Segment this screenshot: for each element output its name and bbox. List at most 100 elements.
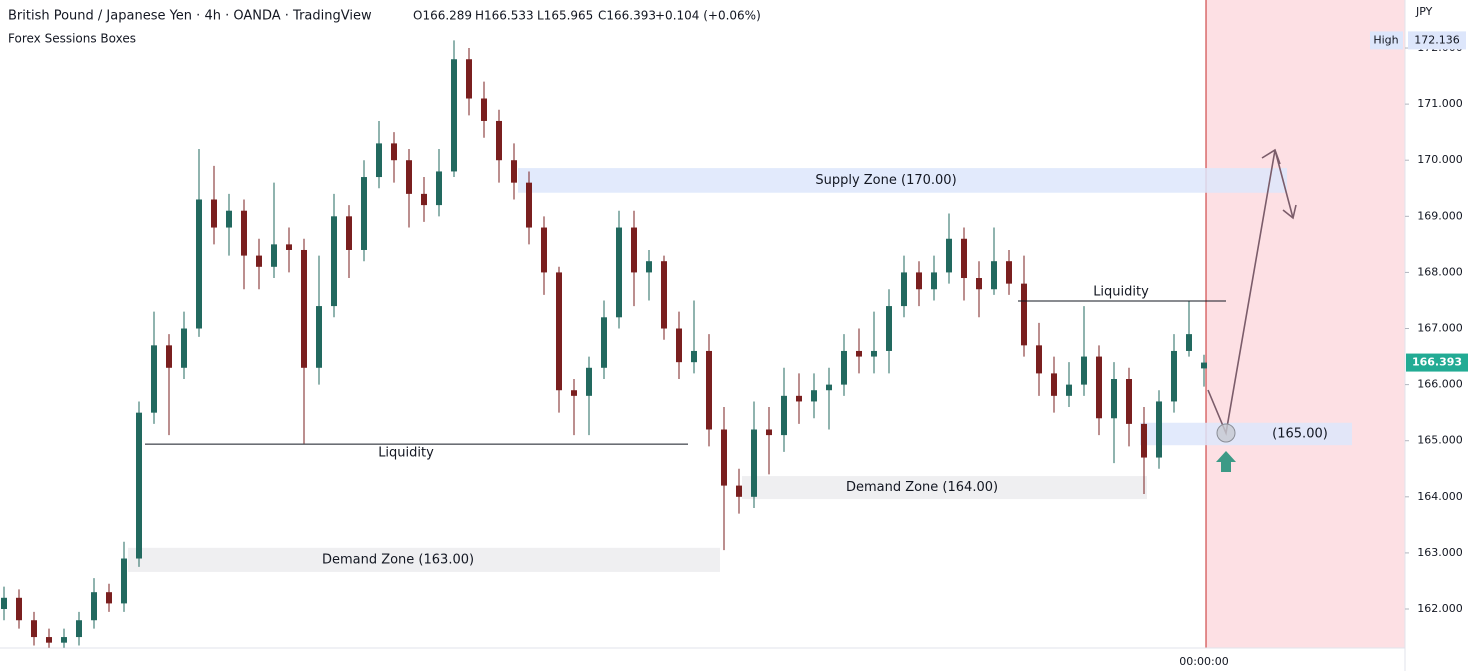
candle-body <box>1051 373 1057 396</box>
candle-body <box>976 278 982 290</box>
candle-body <box>586 367 592 396</box>
candle-body <box>631 227 637 273</box>
candle-body <box>916 272 922 290</box>
candle-body <box>1096 356 1102 419</box>
candle-body <box>181 328 187 368</box>
candle-body <box>511 160 517 183</box>
candle-body <box>1 597 7 610</box>
liquidity-label: Liquidity <box>1093 285 1149 300</box>
low-value: L165.965 <box>537 9 593 23</box>
candle-body <box>1006 261 1012 284</box>
high-tag-bg <box>1370 31 1403 50</box>
candle-body <box>1141 423 1147 458</box>
candle-body <box>16 597 22 621</box>
candle-body <box>121 558 127 604</box>
candle-body <box>31 620 37 638</box>
y-tick-label: 171.000 <box>1417 97 1463 110</box>
candle-body <box>301 249 307 368</box>
candle-body <box>571 390 577 396</box>
candle-body <box>826 384 832 391</box>
zone-label: Demand Zone (164.00) <box>846 480 998 495</box>
candle-body <box>346 216 352 250</box>
zone <box>1140 422 1352 446</box>
y-tick-label: 165.000 <box>1417 434 1463 447</box>
y-tick-label: 168.000 <box>1417 265 1463 278</box>
candle-body <box>211 199 217 228</box>
candle-body <box>451 59 457 172</box>
candle-body <box>601 317 607 368</box>
candle-body <box>196 199 202 329</box>
candle-body <box>661 261 667 329</box>
change-value: +0.104 (+0.06%) <box>655 9 761 23</box>
candle-body <box>1171 350 1177 402</box>
candle-body <box>1201 362 1207 369</box>
candle-body <box>841 350 847 385</box>
candle-body <box>1036 345 1042 374</box>
candle-body <box>106 592 112 604</box>
candle-body <box>556 272 562 391</box>
candle-body <box>1126 379 1132 424</box>
target-circle <box>1216 423 1236 443</box>
candle-body <box>901 272 907 307</box>
candle-body <box>856 350 862 357</box>
y-tick-label: 162.000 <box>1417 602 1463 615</box>
candle-body <box>361 177 367 250</box>
candle-body <box>331 216 337 307</box>
high-tag: High <box>1373 33 1398 46</box>
candle-body <box>496 120 502 161</box>
indicator-name: Forex Sessions Boxes <box>8 32 136 46</box>
y-tick-label: 164.000 <box>1417 490 1463 503</box>
zone <box>518 168 1287 193</box>
candle-body <box>46 637 52 643</box>
candle-body <box>541 227 547 273</box>
zone-label: Demand Zone (163.00) <box>322 552 474 567</box>
candle-body <box>466 59 472 99</box>
candle-body <box>391 143 397 161</box>
candle-body <box>376 143 382 178</box>
candle-body <box>61 637 67 643</box>
candle-body <box>1156 401 1162 458</box>
candle-body <box>766 429 772 436</box>
candle-body <box>706 350 712 430</box>
candle-body <box>646 261 652 273</box>
candle-body <box>151 345 157 413</box>
time-label-bg <box>1176 652 1232 670</box>
candle-body <box>961 238 967 279</box>
candle-body <box>76 620 82 638</box>
candle-body <box>316 306 322 368</box>
last-price-bg <box>1406 353 1468 372</box>
y-tick-label: 167.000 <box>1417 322 1463 335</box>
candle-body <box>736 485 742 497</box>
candle-body <box>226 210 232 228</box>
candle-body <box>481 98 487 121</box>
up-arrow <box>1216 451 1236 472</box>
y-tick-label: 163.000 <box>1417 546 1463 559</box>
y-tick-label: 170.000 <box>1417 153 1463 166</box>
candle-body <box>1081 356 1087 385</box>
candle-body <box>241 210 247 256</box>
zone <box>128 547 720 572</box>
candle-body <box>1021 283 1027 346</box>
candle-body <box>691 350 697 363</box>
candle-body <box>406 160 412 194</box>
high-value: H166.533 <box>475 9 534 23</box>
candle-body <box>526 182 532 228</box>
candle-body <box>1111 379 1117 419</box>
candle-body <box>871 350 877 357</box>
candle-body <box>256 255 262 267</box>
open-value: O166.289 <box>413 9 472 23</box>
candle-body <box>886 306 892 351</box>
last-price: 166.393 <box>1412 356 1462 369</box>
close-value: C166.393 <box>598 9 656 23</box>
candle-body <box>721 429 727 486</box>
high-marker-bg <box>1408 31 1466 50</box>
zone-label: (165.00) <box>1272 426 1328 441</box>
liquidity-label: Liquidity <box>378 446 434 461</box>
zone-label: Supply Zone (170.00) <box>815 173 956 188</box>
candle-body <box>676 328 682 363</box>
candle-body <box>796 395 802 402</box>
candle-body <box>991 261 997 290</box>
candle-body <box>751 429 757 497</box>
candle-body <box>946 238 952 273</box>
